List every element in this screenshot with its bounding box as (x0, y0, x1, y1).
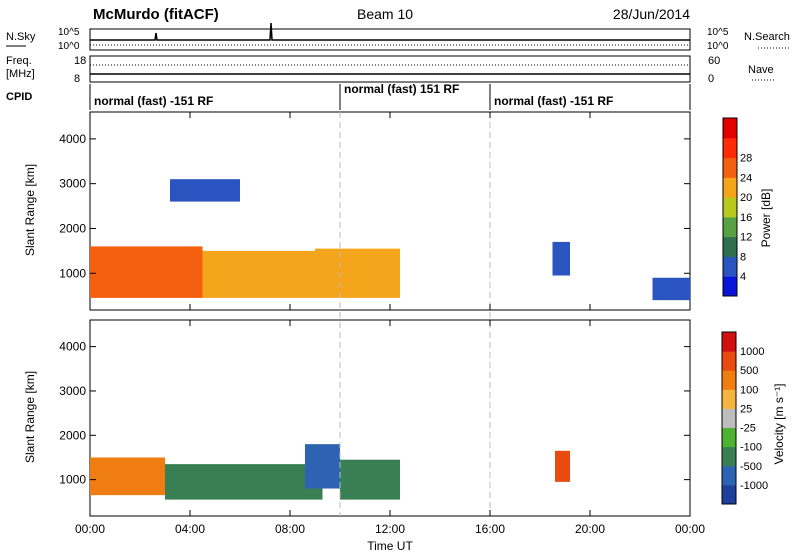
velocity-colorbar-swatch-3 (722, 427, 736, 448)
power-colorbar-tick-5: 24 (740, 172, 752, 184)
velocity-plot: 1000 2000 3000 4000 Slant Range [km] (23, 319, 691, 517)
velocity-colorbar-tick-5: -100 (740, 442, 762, 454)
nave-tick-bottom: 0 (708, 73, 714, 85)
cpid-segment-2: normal (fast) 151 RF (344, 82, 459, 96)
power-region-5 (652, 277, 690, 301)
power-colorbar-tick-1: 8 (740, 251, 746, 263)
velocity-colorbar-swatch-1 (722, 465, 736, 486)
velocity-colorbar-tick-4: -25 (740, 423, 756, 435)
velocity-colorbar-swatch-7 (722, 351, 736, 371)
power-colorbar-tick-3: 16 (740, 212, 752, 224)
nsky-scale-bottom: 10^0 (58, 41, 80, 52)
velocity-colorbar-swatch-2 (722, 446, 736, 467)
velocity-colorbar-swatch-0 (722, 484, 736, 505)
power-region-0 (90, 246, 203, 298)
xtick-label-4: 16:00 (475, 522, 505, 536)
power-colorbar-swatch-4 (723, 197, 737, 218)
velocity-ytick-label-1: 2000 (59, 428, 86, 442)
power-colorbar-swatch-3 (723, 216, 737, 238)
velocity-colorbar-tick-7: -1000 (740, 480, 768, 492)
nsearch-scale-bottom: 10^0 (707, 41, 729, 52)
velocity-colorbar-tick-1: 500 (740, 365, 758, 377)
nsearch-label: N.Search (744, 31, 790, 43)
power-colorbar-swatch-7 (723, 137, 737, 159)
cpid-label: CPID (6, 91, 32, 103)
header-beam: Beam 10 (357, 6, 413, 22)
xtick-label-3: 12:00 (375, 522, 405, 536)
velocity-data-regions (90, 444, 570, 500)
power-colorbar-frame (722, 117, 738, 297)
velocity-region-2 (305, 444, 340, 489)
time-axis-label: Time UT (367, 539, 413, 553)
cpid-segment-3: normal (fast) -151 RF (494, 94, 613, 108)
velocity-colorbar-swatch-5 (722, 389, 736, 409)
power-ytick-label-3: 4000 (59, 132, 86, 146)
power-region-1 (202, 250, 315, 298)
nave-label: Nave (748, 64, 774, 76)
velocity-colorbar-tick-6: -500 (740, 461, 762, 473)
freq-panel-frame (89, 55, 691, 83)
velocity-colorbar-swatch-8 (722, 332, 736, 352)
velocity-y-axis-label: Slant Range [km] (23, 371, 37, 463)
header-title: McMurdo (fitACF) (93, 6, 219, 23)
freq-label-2: [MHz] (6, 68, 35, 80)
power-colorbar-swatch-8 (723, 118, 737, 139)
power-data-regions (90, 179, 690, 301)
power-region-2 (315, 248, 400, 298)
power-region-4 (552, 241, 570, 276)
time-axis-ticks: 00:00 04:00 08:00 12:00 16:00 20:00 00:00 (75, 112, 705, 536)
xtick-label-0: 00:00 (75, 522, 105, 536)
power-ytick-label-1: 2000 (59, 221, 86, 235)
xtick-label-1: 04:00 (175, 522, 205, 536)
power-colorbar-tick-4: 20 (740, 192, 752, 204)
velocity-colorbar-label: Velocity [m s⁻¹] (772, 383, 786, 464)
freq-label-1: Freq. (6, 55, 32, 67)
nsky-label: N.Sky (6, 31, 36, 43)
power-colorbar-tick-0: 4 (740, 271, 746, 283)
nsky-scale-top: 10^5 (58, 27, 80, 38)
power-ytick-label-2: 3000 (59, 177, 86, 191)
xtick-label-2: 08:00 (275, 522, 305, 536)
power-colorbar-swatch-6 (723, 157, 737, 178)
power-colorbar-tick-2: 12 (740, 232, 752, 244)
header-date: 28/Jun/2014 (613, 6, 690, 22)
power-colorbar-swatch-2 (723, 236, 737, 257)
velocity-colorbar-frame (721, 331, 737, 505)
xtick-label-6: 00:00 (675, 522, 705, 536)
velocity-colorbar: 1000 500 100 25 -25 -100 -500 -1000 (721, 331, 768, 505)
power-colorbar-swatch-5 (723, 177, 737, 198)
velocity-ytick-label-3: 4000 (59, 340, 86, 354)
velocity-ytick-label-2: 3000 (59, 384, 86, 398)
velocity-colorbar-tick-2: 100 (740, 384, 758, 396)
nsky-trace (90, 22, 690, 41)
power-plot: 1000 2000 3000 4000 Slant Range [km] (23, 111, 691, 311)
power-y-tick-labels: 1000 2000 3000 4000 (59, 132, 690, 280)
velocity-region-3 (340, 459, 400, 500)
power-colorbar-swatch-1 (723, 256, 737, 277)
velocity-region-0 (90, 457, 165, 496)
nave-tick-top: 60 (708, 55, 720, 67)
power-colorbar-tick-6: 28 (740, 153, 752, 165)
xtick-label-5: 20:00 (575, 522, 605, 536)
velocity-colorbar-tick-3: 25 (740, 403, 752, 415)
power-y-axis-label: Slant Range [km] (23, 164, 37, 256)
power-colorbar: 4 8 12 16 20 24 28 (722, 117, 752, 297)
power-ytick-label-0: 1000 (59, 266, 86, 280)
freq-tick-top: 18 (74, 55, 86, 67)
velocity-colorbar-swatch-4 (722, 408, 736, 429)
velocity-colorbar-swatch-6 (722, 370, 736, 390)
velocity-y-tick-labels: 1000 2000 3000 4000 (59, 340, 690, 487)
velocity-ytick-label-0: 1000 (59, 473, 86, 487)
velocity-colorbar-tick-0: 1000 (740, 346, 764, 358)
power-colorbar-swatch-0 (723, 276, 737, 297)
freq-tick-bottom: 8 (74, 73, 80, 85)
power-colorbar-label: Power [dB] (759, 189, 773, 248)
nsearch-scale-top: 10^5 (707, 27, 729, 38)
cpid-segment-1: normal (fast) -151 RF (94, 94, 213, 108)
velocity-region-1 (165, 464, 323, 500)
power-region-3 (170, 179, 240, 202)
velocity-region-4 (555, 450, 570, 482)
